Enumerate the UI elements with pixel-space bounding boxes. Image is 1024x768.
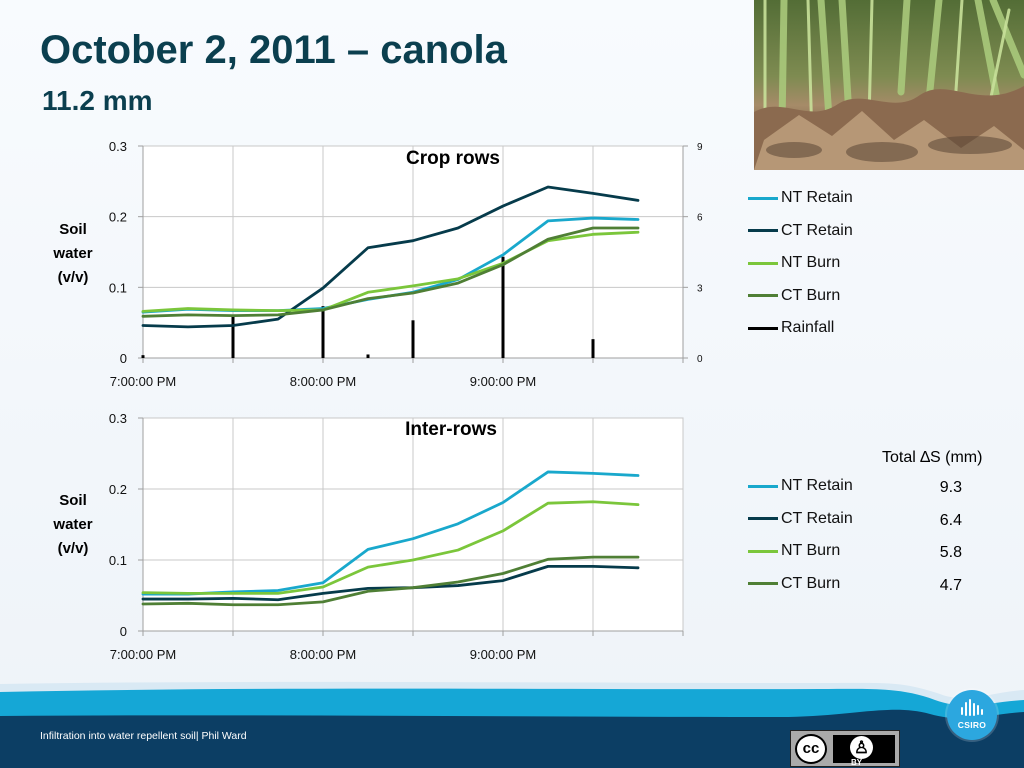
canola-field-photo — [754, 0, 1024, 170]
total-delta-s-values: 9.3 6.4 5.8 4.7 — [930, 477, 962, 607]
legend-label: NT Retain — [781, 189, 853, 207]
canola-field-photo-svg — [754, 0, 1024, 170]
legend-label: CT Retain — [781, 509, 853, 527]
y-tick-label: 0.3 — [109, 411, 127, 426]
slide-title: October 2, 2011 – canola — [40, 28, 507, 72]
series-line-ct-retain — [141, 185, 640, 329]
slide-subtitle: 11.2 mm — [42, 85, 153, 116]
y-tick-label: 0.3 — [109, 139, 127, 154]
y-tick-label: 0 — [120, 351, 127, 366]
y-axis-label-line: (v/v) — [57, 540, 89, 557]
inter-rows-grid — [142, 417, 684, 632]
y-tick-label: 0.1 — [109, 280, 127, 295]
crop-rows-rainfall-bars — [141, 256, 595, 358]
inter-rows-y-axis-label: Soil water (v/v) — [41, 489, 105, 561]
delta-value-ct-burn: 4.7 — [939, 576, 962, 594]
series-line-ct-burn — [141, 226, 640, 318]
legend-swatch-ct-retain — [748, 229, 778, 233]
rainfall-bar — [231, 315, 235, 358]
total-delta-s-title: Total ∆S (mm) — [882, 449, 983, 466]
series-line-nt-burn — [141, 500, 640, 595]
legend-item-ct-retain: CT Retain — [748, 215, 853, 248]
legend-item-nt-burn: NT Burn — [748, 247, 853, 280]
legend-label: NT Burn — [781, 254, 841, 272]
legend-label: CT Burn — [781, 286, 841, 304]
cc-by-panel: ♙ BY — [833, 735, 895, 767]
legend-label: CT Burn — [781, 574, 841, 592]
delta-value-nt-burn: 5.8 — [939, 544, 962, 561]
y-tick-label: 0.2 — [109, 482, 127, 497]
footer-wave — [0, 681, 1024, 768]
footer-text: Infiltration into water repellent soil| … — [40, 730, 247, 742]
y-tick-label: 0.1 — [109, 553, 127, 568]
crop-rows-lines — [141, 185, 640, 329]
inter-rows-axes: 0 0.1 0.2 0.3 7:00:00 PM 8:00:00 PM 9:00:00 PM — [109, 411, 684, 662]
inter-rows-legend: NT Retain CT Retain NT Burn CT Burn — [748, 470, 853, 600]
legend-swatch-ct-burn — [748, 582, 778, 586]
inter-rows-chart: 0 0.1 0.2 0.3 7:00:00 PM 8:00:00 PM 9:00:00 PM… — [109, 411, 684, 662]
legend-item-rainfall: Rainfall — [748, 312, 853, 345]
y-tick-label: 0.2 — [109, 210, 127, 225]
legend-swatch-nt-retain — [748, 484, 778, 488]
legend-label: Rainfall — [781, 319, 835, 337]
x-tick-label: 9:00:00 PM — [470, 647, 537, 662]
y-tick-label: 0 — [120, 624, 127, 639]
x-tick-label: 8:00:00 PM — [290, 374, 357, 389]
legend-label: NT Burn — [781, 542, 841, 560]
legend-label: CT Retain — [781, 221, 853, 239]
csiro-logo: CSIRO — [947, 690, 997, 740]
cc-by-label: BY — [851, 758, 863, 767]
rainfall-bar — [141, 355, 145, 358]
secondary-y-tick-label: 3 — [697, 283, 703, 294]
delta-value-nt-retain: 9.3 — [939, 479, 962, 496]
legend-swatch-nt-burn — [748, 261, 778, 265]
legend-swatch-nt-burn — [748, 549, 778, 553]
legend-swatch-rainfall — [748, 326, 778, 330]
rainfall-bar — [411, 320, 415, 358]
y-axis-label-line: Soil — [59, 492, 87, 509]
crop-rows-y-axis-label: Soil water (v/v) — [41, 218, 105, 290]
creative-commons-by-badge: cc ♙ BY — [790, 730, 900, 767]
rainfall-bar — [501, 256, 505, 358]
legend-swatch-nt-retain — [748, 196, 778, 200]
crop-rows-chart: 0 0.1 0.2 0.3 7:00:00 PM 8:00:00 PM 9:00:00 PM… — [109, 139, 703, 389]
y-axis-label-line: water — [53, 245, 93, 262]
csiro-logo-text: CSIRO — [957, 720, 987, 730]
y-axis-label-line: water — [53, 516, 93, 533]
y-axis-label-line: Soil — [59, 221, 87, 238]
rainfall-bar — [366, 354, 370, 358]
delta-value-ct-retain: 6.4 — [939, 511, 962, 529]
secondary-y-tick-label: 9 — [697, 142, 703, 153]
legend-swatch-ct-burn — [748, 294, 778, 298]
cc-icon: cc — [795, 734, 827, 764]
x-tick-label: 7:00:00 PM — [110, 374, 177, 389]
crop-rows-title: Crop rows — [406, 148, 500, 169]
legend-swatch-ct-retain — [748, 517, 778, 521]
series-line-ct-retain — [141, 564, 640, 602]
legend-item-nt-burn: NT Burn — [748, 535, 853, 568]
series-line-ct-burn — [141, 555, 640, 607]
inter-rows-title: Inter-rows — [405, 419, 497, 440]
x-tick-label: 9:00:00 PM — [470, 374, 537, 389]
rainfall-bar — [591, 339, 595, 358]
legend-item-ct-retain: CT Retain — [748, 503, 853, 536]
legend-item-nt-retain: NT Retain — [748, 182, 853, 215]
x-tick-label: 7:00:00 PM — [110, 647, 177, 662]
legend-item-ct-burn: CT Burn — [748, 568, 853, 601]
crop-rows-legend: NT Retain CT Retain NT Burn CT Burn Rain… — [748, 182, 853, 345]
inter-rows-lines — [141, 470, 640, 607]
csiro-logo-mark — [961, 699, 983, 716]
x-tick-label: 8:00:00 PM — [290, 647, 357, 662]
legend-label: NT Retain — [781, 477, 853, 495]
rainfall-bar — [321, 306, 325, 358]
person-icon: ♙ — [850, 736, 873, 759]
secondary-y-tick-label: 0 — [697, 354, 703, 365]
y-axis-label-line: (v/v) — [57, 269, 89, 286]
legend-item-ct-burn: CT Burn — [748, 280, 853, 313]
secondary-y-tick-label: 6 — [697, 213, 703, 224]
legend-item-nt-retain: NT Retain — [748, 470, 853, 503]
series-line-nt-burn — [141, 230, 640, 313]
